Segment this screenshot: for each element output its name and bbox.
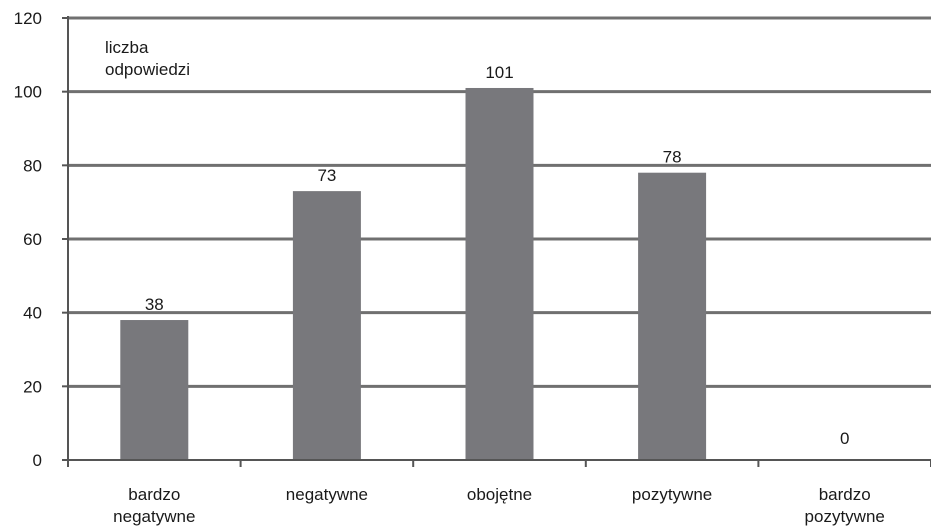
x-tick-label-3: pozytywne	[632, 485, 712, 504]
x-tick-label-line: bardzo	[128, 485, 180, 504]
y-tick-label-20: 20	[23, 377, 42, 396]
data-label-2: 101	[485, 63, 513, 82]
x-axis-labels: bardzo negatywne negatywne obojętne pozytywn…	[113, 485, 885, 526]
bar-3	[638, 172, 707, 460]
y-axis-title-line: liczba	[105, 38, 149, 57]
x-tick-label-line: negatywne	[113, 507, 195, 526]
y-tick-label-100: 100	[14, 83, 42, 102]
y-axis-ticks: 0 20 40 60 80 100 120	[14, 9, 68, 470]
bars	[120, 87, 707, 460]
x-tick-label-line: bardzo	[819, 485, 871, 504]
data-labels: 38 73 101 78 0	[145, 63, 850, 448]
y-axis-title: liczba odpowiedzi	[105, 38, 190, 79]
x-tick-label-line: negatywne	[286, 485, 368, 504]
x-tick-label-line: pozytywne	[805, 507, 885, 526]
y-tick-label-0: 0	[33, 451, 42, 470]
data-label-3: 78	[663, 148, 682, 167]
x-tick-label-1: negatywne	[286, 485, 368, 504]
axes	[67, 16, 931, 467]
bar-0	[120, 320, 189, 460]
y-tick-label-40: 40	[23, 304, 42, 323]
x-tick-label-line: pozytywne	[632, 485, 712, 504]
y-tick-label-80: 80	[23, 156, 42, 175]
data-label-1: 73	[317, 166, 336, 185]
y-axis-title-line: odpowiedzi	[105, 60, 190, 79]
x-tick-label-4: bardzo pozytywne	[805, 485, 885, 526]
data-label-0: 38	[145, 295, 164, 314]
bar-1	[292, 191, 361, 460]
data-label-4: 0	[840, 429, 849, 448]
y-tick-label-120: 120	[14, 9, 42, 28]
y-tick-label-60: 60	[23, 230, 42, 249]
x-tick-label-0: bardzo negatywne	[113, 485, 195, 526]
x-tick-label-2: obojętne	[467, 485, 532, 504]
bar-2	[465, 87, 534, 460]
x-tick-label-line: obojętne	[467, 485, 532, 504]
